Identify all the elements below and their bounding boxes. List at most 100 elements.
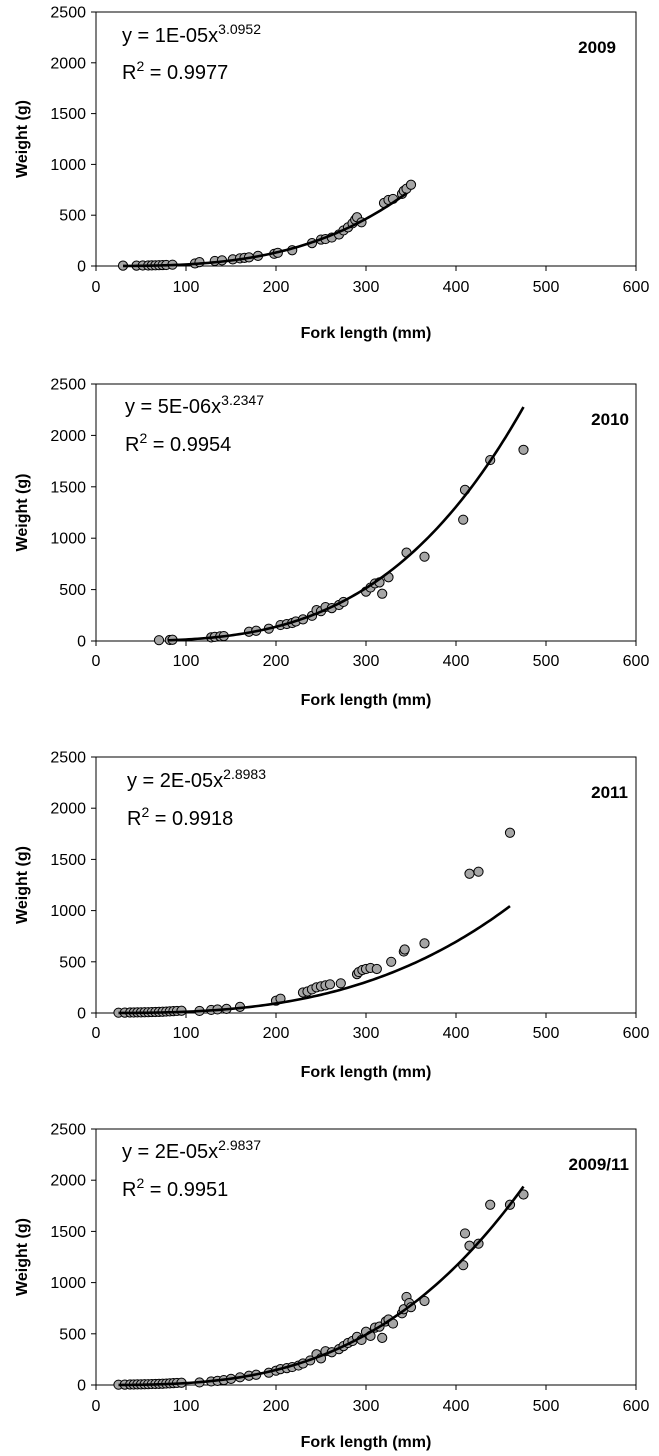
- x-tick-label: 200: [263, 1398, 290, 1415]
- r-squared-value: = 0.9954: [147, 434, 231, 456]
- x-tick-label: 200: [263, 279, 290, 296]
- r-squared: R2 = 0.9918: [127, 804, 233, 830]
- panel-year-label: 2009: [578, 38, 616, 57]
- r-squared: R2 = 0.9951: [122, 1175, 228, 1201]
- x-axis-title: Fork length (mm): [301, 1064, 432, 1081]
- y-tick-label: 0: [77, 259, 86, 276]
- y-tick-label: 0: [77, 1378, 86, 1395]
- x-tick-label: 600: [623, 653, 650, 670]
- plot-frame: [95, 1128, 637, 1386]
- r-squared-value: = 0.9918: [149, 808, 233, 830]
- y-tick-label: 2000: [50, 1173, 86, 1190]
- x-axis-title: Fork length (mm): [301, 325, 432, 342]
- data-point: [405, 179, 417, 190]
- equation-main: y = 2E-05x: [122, 1141, 218, 1163]
- data-point: [504, 827, 516, 838]
- y-tick-label: 500: [59, 582, 86, 599]
- equation-exponent: 3.2347: [221, 392, 264, 408]
- x-tick-label: 0: [92, 653, 101, 670]
- data-point: [153, 635, 165, 646]
- y-tick-label: 2500: [50, 377, 86, 394]
- data-point: [399, 944, 410, 955]
- panel-year-label: 2011: [591, 783, 628, 802]
- x-tick-label: 500: [533, 1025, 560, 1042]
- y-tick-label: 500: [59, 1326, 86, 1343]
- r-squared-symbol: R: [122, 62, 136, 84]
- x-tick-label: 300: [353, 653, 380, 670]
- data-point: [419, 938, 430, 949]
- equation-main: y = 2E-05x: [127, 770, 223, 792]
- x-tick-label: 200: [263, 653, 290, 670]
- fit-line: [118, 1185, 525, 1387]
- data-point: [335, 978, 346, 989]
- x-axis-title: Fork length (mm): [301, 1434, 432, 1451]
- trendline-equation: y = 1E-05x3.0952: [122, 21, 261, 47]
- equation-exponent: 2.9837: [218, 1137, 261, 1153]
- r-squared: R2 = 0.9977: [122, 58, 228, 84]
- data-point: [464, 868, 475, 879]
- trendline-equation: y = 2E-05x2.9837: [122, 1137, 261, 1163]
- x-tick-label: 500: [533, 1398, 560, 1415]
- y-axis-title: Weight (g): [14, 1218, 31, 1296]
- y-tick-label: 1500: [50, 106, 86, 123]
- r-squared-superscript: 2: [141, 804, 149, 820]
- y-tick-label: 1000: [50, 157, 86, 174]
- y-tick-label: 1000: [50, 531, 86, 548]
- data-point: [377, 1332, 388, 1343]
- chart-panel-0: 0 100 200 300 400 500 600 0 500 1000 1500 2000 2500 F…: [14, 5, 649, 343]
- y-tick-label: 2500: [50, 1122, 86, 1139]
- r-squared-symbol: R: [122, 1179, 136, 1201]
- r-squared-symbol: R: [127, 808, 141, 830]
- y-tick-label: 1500: [50, 479, 86, 496]
- data-point: [419, 1295, 430, 1307]
- y-tick-label: 2500: [50, 750, 86, 767]
- x-axis-title: Fork length (mm): [301, 692, 432, 709]
- x-tick-label: 0: [92, 1398, 101, 1415]
- chart-panel-3: 0 100 200 300 400 500 600 0 500 1000 1500 2000 2500 F…: [14, 1122, 649, 1452]
- y-tick-label: 0: [77, 634, 86, 651]
- y-tick-label: 500: [59, 208, 86, 225]
- data-point: [419, 551, 430, 562]
- y-tick-label: 1000: [50, 1275, 86, 1292]
- x-tick-label: 100: [173, 279, 200, 296]
- plot-frame: [95, 383, 637, 642]
- r-squared-superscript: 2: [139, 430, 147, 446]
- data-point: [518, 444, 529, 455]
- chart-panel-1: 0 100 200 300 400 500 600 0 500 1000 1500 2000 2500 F…: [14, 377, 649, 710]
- trendline-equation: y = 5E-06x3.2347: [125, 392, 264, 418]
- plot-frame: [95, 756, 637, 1014]
- y-tick-label: 1500: [50, 852, 86, 869]
- y-tick-label: 1500: [50, 1224, 86, 1241]
- x-tick-label: 500: [533, 279, 560, 296]
- panel-year-label: 2009/11: [568, 1155, 629, 1174]
- r-squared-superscript: 2: [136, 1175, 144, 1191]
- r-squared-value: = 0.9951: [144, 1179, 228, 1201]
- fit-line: [122, 192, 408, 268]
- y-axis-title: Weight (g): [14, 100, 31, 178]
- x-tick-label: 500: [533, 653, 560, 670]
- y-tick-label: 2500: [50, 5, 86, 22]
- x-tick-label: 0: [92, 279, 101, 296]
- data-point: [473, 866, 484, 877]
- x-tick-label: 300: [353, 1398, 380, 1415]
- chart-panel-2: 0 100 200 300 400 500 600 0 500 1000 1500 2000 2500 F…: [14, 750, 649, 1082]
- r-squared-value: = 0.9977: [144, 62, 228, 84]
- data-point: [485, 1199, 496, 1210]
- data-point: [377, 588, 388, 599]
- y-tick-label: 2000: [50, 428, 86, 445]
- x-tick-label: 600: [623, 1025, 650, 1042]
- r-squared-symbol: R: [125, 434, 139, 456]
- data-point: [324, 979, 336, 990]
- fit-line: [167, 406, 525, 642]
- x-tick-label: 600: [623, 1398, 650, 1415]
- y-tick-label: 500: [59, 954, 86, 971]
- x-tick-label: 200: [263, 1025, 290, 1042]
- plot-frame: [95, 11, 637, 267]
- data-point: [458, 514, 469, 525]
- trendline-equation: y = 2E-05x2.8983: [127, 766, 266, 792]
- y-tick-label: 1000: [50, 903, 86, 920]
- y-tick-label: 2000: [50, 801, 86, 818]
- x-tick-label: 300: [353, 279, 380, 296]
- r-squared-superscript: 2: [136, 58, 144, 74]
- x-tick-label: 300: [353, 1025, 380, 1042]
